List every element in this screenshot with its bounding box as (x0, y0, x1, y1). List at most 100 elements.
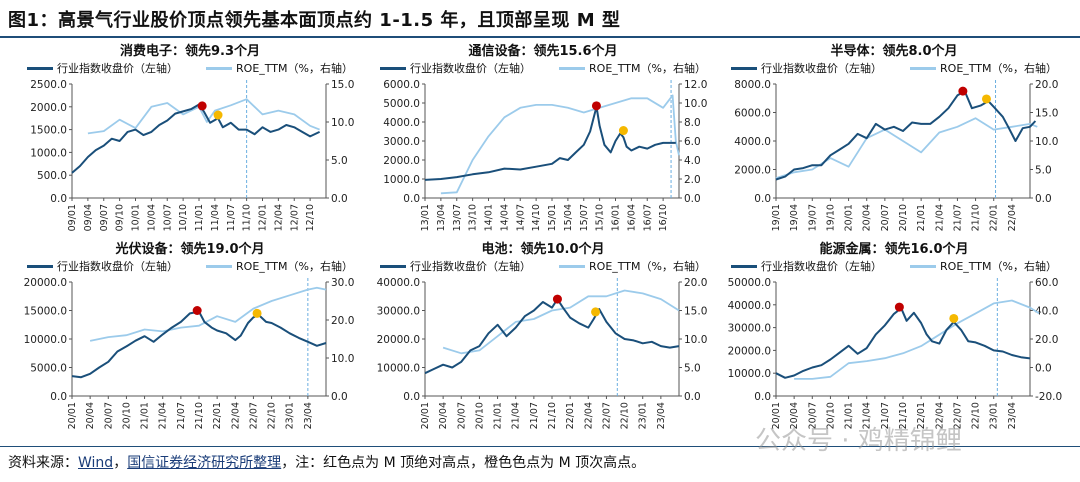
title-rule (0, 36, 1080, 38)
chart-panel-energy-metals: 能源金属：领先16.0个月 行业指数收盘价（左轴） ROE_TTM（%，右轴） 0.0… (718, 238, 1070, 438)
x-tick-label: 11/04 (210, 204, 221, 231)
x-tick-label: 13/01 (420, 204, 431, 231)
right-tick-label: 2.0 (684, 174, 701, 186)
legend-item: ROE_TTM（%，右轴） (910, 60, 1057, 76)
x-tick-label: 19/10 (825, 204, 836, 231)
legend-label: ROE_TTM（%，右轴） (236, 260, 353, 273)
m-top-absolute-high-dot (894, 302, 904, 312)
legend-swatch (559, 264, 586, 268)
legend-label: ROE_TTM（%，右轴） (940, 260, 1057, 273)
x-tick-label: 09/10 (115, 204, 126, 231)
right-tick-label: 5.0 (331, 155, 348, 167)
x-tick-label: 21/07 (176, 402, 187, 429)
legend-swatch (910, 264, 937, 268)
index-series-line (424, 105, 676, 181)
m-top-second-high-dot (949, 313, 959, 323)
left-tick-label: 0.0 (403, 193, 420, 205)
m-top-second-high-dot (252, 308, 262, 318)
x-tick-label: 16/04 (626, 204, 637, 231)
x-tick-label: 20/04 (438, 402, 449, 429)
left-tick-label: 1000.0 (383, 174, 420, 186)
left-tick-label: 50000.0 (728, 277, 771, 289)
legend-item: ROE_TTM（%，右轴） (206, 60, 353, 76)
x-tick-label: 22/04 (1007, 204, 1018, 231)
x-tick-label: 09/01 (67, 204, 78, 231)
chart-legend: 行业指数收盘价（左轴） ROE_TTM（%，右轴） (718, 258, 1070, 274)
right-tick-label: 15.0 (684, 306, 707, 318)
chart-svg: 0.0 500.0 1000.0 1500.0 2000.0 2500.0 0.0 5.0 10… (30, 79, 354, 231)
left-tick-label: 40000.0 (377, 277, 420, 289)
x-tick-label: 22/10 (620, 402, 631, 429)
right-tick-label: 15.0 (1035, 108, 1058, 120)
x-tick-label: 14/01 (484, 204, 495, 231)
legend-item: 行业指数收盘价（左轴） (731, 60, 882, 76)
x-tick-label: 22/04 (230, 402, 241, 429)
left-tick-label: 8000.0 (734, 79, 771, 91)
legend-item: 行业指数收盘价（左轴） (731, 258, 882, 274)
left-tick-label: 10000.0 (24, 334, 67, 346)
x-tick-label: 20/07 (456, 402, 467, 429)
chart-title: 光伏设备：领先19.0个月 (115, 242, 265, 257)
left-tick-label: 5000.0 (30, 363, 67, 375)
legend-item: 行业指数收盘价（左轴） (27, 60, 178, 76)
x-tick-label: 20/04 (862, 204, 873, 231)
roe-series-line (794, 299, 1040, 380)
x-tick-label: 10/04 (146, 204, 157, 231)
m-top-absolute-high-dot (192, 306, 202, 315)
right-tick-label: 10.0 (684, 98, 707, 110)
source-wind: Wind (78, 455, 114, 471)
source-rule (0, 446, 1080, 447)
right-tick-label: 30.0 (331, 277, 354, 289)
x-tick-label: 22/07 (601, 402, 612, 429)
legend-label: ROE_TTM（%，右轴） (236, 62, 353, 75)
legend-item: 行业指数收盘价（左轴） (380, 258, 531, 274)
right-tick-label: 0.0 (684, 193, 701, 205)
legend-label: ROE_TTM（%，右轴） (589, 260, 706, 273)
left-tick-label: 2000.0 (30, 102, 67, 114)
x-tick-label: 21/04 (862, 402, 873, 429)
x-tick-label: 21/07 (529, 402, 540, 429)
right-tick-label: 4.0 (684, 155, 701, 167)
m-top-absolute-high-dot (958, 86, 968, 96)
x-tick-label: 21/07 (952, 204, 963, 231)
right-tick-label: 5.0 (684, 363, 701, 375)
index-series-line (71, 310, 327, 379)
legend-label: ROE_TTM（%，右轴） (589, 62, 706, 75)
x-tick-label: 23/01 (285, 402, 296, 429)
left-tick-label: 10000.0 (377, 363, 420, 375)
legend-swatch (380, 264, 407, 268)
chart-svg: 0.0 10000.0 20000.0 30000.0 40000.0 50000.0 -2… (728, 277, 1063, 429)
right-tick-label: 20.0 (684, 277, 707, 289)
left-tick-label: 0.0 (754, 391, 771, 403)
x-tick-label: 20/10 (474, 402, 485, 429)
source-sep: ， (113, 455, 128, 471)
x-tick-label: 12/07 (289, 204, 300, 231)
x-tick-label: 20/04 (789, 402, 800, 429)
right-tick-label: 0.0 (1035, 363, 1052, 375)
right-tick-label: 0.0 (1035, 193, 1052, 205)
chart-svg: 0.0 5000.0 10000.0 15000.0 20000.0 0.0 10.0 20.… (24, 277, 355, 429)
left-tick-label: 4000.0 (383, 117, 420, 129)
chart-title: 通信设备：领先15.6个月 (468, 44, 618, 59)
left-tick-label: 0.0 (50, 391, 67, 403)
chart-legend: 行业指数收盘价（左轴） ROE_TTM（%，右轴） (14, 60, 366, 76)
x-tick-label: 21/01 (140, 402, 151, 429)
x-tick-label: 20/10 (121, 402, 132, 429)
x-tick-label: 21/10 (971, 204, 982, 231)
x-tick-label: 11/01 (194, 204, 205, 231)
legend-swatch (27, 66, 54, 70)
x-tick-label: 14/10 (531, 204, 542, 231)
source-note: 资料来源：Wind，国信证券经济研究所整理，注：红色点为 M 顶绝对高点，橙色色… (8, 452, 645, 472)
left-tick-label: 0.0 (754, 193, 771, 205)
left-tick-label: 6000.0 (383, 79, 420, 91)
x-tick-label: 19/04 (789, 204, 800, 231)
index-series-line (775, 90, 1037, 181)
right-tick-label: 10.0 (331, 117, 354, 129)
chart-title: 半导体：领先8.0个月 (830, 44, 958, 59)
x-tick-label: 20/01 (844, 204, 855, 231)
x-tick-label: 21/10 (547, 402, 558, 429)
right-tick-label: 0.0 (331, 391, 348, 403)
x-tick-label: 10/07 (162, 204, 173, 231)
x-tick-label: 19/01 (771, 204, 782, 231)
legend-swatch (27, 264, 54, 268)
